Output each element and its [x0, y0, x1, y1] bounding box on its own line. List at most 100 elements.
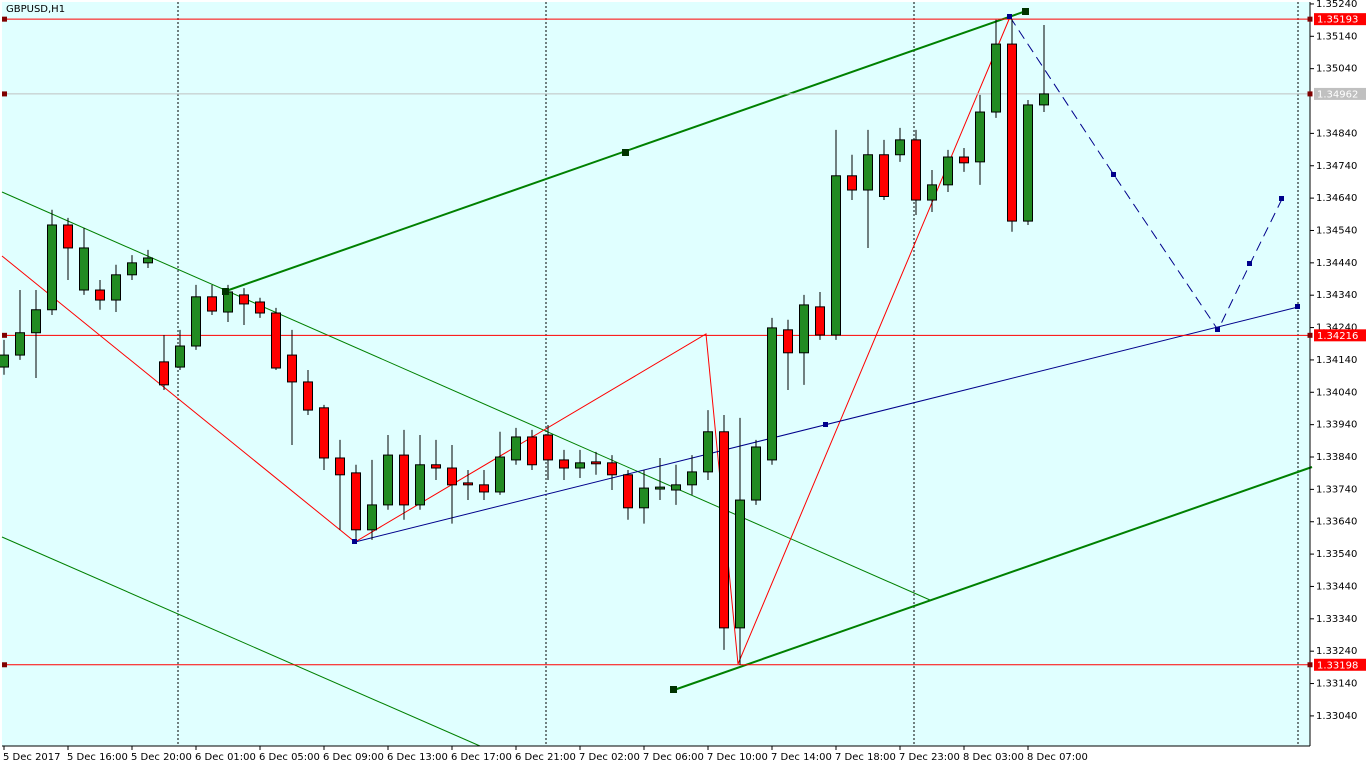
- x-tick-label: 7 Dec 14:00: [771, 752, 832, 763]
- level-label-bg: [1314, 13, 1366, 26]
- bull-body: [1023, 104, 1033, 222]
- x-tick-label: 6 Dec 21:00: [515, 752, 576, 763]
- x-tick-label: 6 Dec 13:00: [387, 752, 448, 763]
- bear-body: [399, 454, 409, 506]
- bull-body: [767, 327, 777, 461]
- bull-body: [31, 309, 41, 334]
- bull-body: [175, 345, 185, 368]
- bull-body: [751, 446, 761, 501]
- anchor: [1111, 172, 1116, 177]
- bull-body: [575, 462, 585, 469]
- y-tick-label: 1.34040: [1316, 387, 1357, 398]
- bear-body: [607, 462, 617, 476]
- level-label: 1.33198: [1317, 660, 1358, 671]
- bull-body: [927, 184, 937, 201]
- bull-body: [991, 43, 1001, 113]
- bull-body: [415, 464, 425, 506]
- bull-body: [367, 504, 377, 531]
- trend-line: [1, 536, 481, 747]
- x-tick-label: 5 Dec 20:00: [131, 752, 192, 763]
- bull-body: [975, 111, 985, 163]
- bear-body: [591, 461, 601, 465]
- bear-body: [351, 472, 361, 531]
- bear-body: [447, 467, 457, 486]
- x-tick-label: 7 Dec 06:00: [643, 752, 704, 763]
- bear-body: [527, 436, 537, 466]
- level-label-bg: [1314, 87, 1366, 100]
- level-label-bg: [1314, 658, 1366, 671]
- y-tick-label: 1.33740: [1316, 484, 1357, 495]
- bear-body: [239, 294, 249, 305]
- level-marker: [2, 332, 7, 338]
- y-tick-label: 1.35140: [1316, 31, 1357, 42]
- x-tick-label: 5 Dec 16:00: [67, 752, 128, 763]
- x-tick-label: 6 Dec 09:00: [323, 752, 384, 763]
- bear-body: [319, 407, 329, 459]
- level-marker: [1307, 16, 1313, 22]
- trend-line: [1, 191, 931, 601]
- y-tick-label: 1.33840: [1316, 452, 1357, 463]
- x-tick-label: 5 Dec 2017: [3, 752, 61, 763]
- bull-body: [383, 454, 393, 506]
- bull-body: [191, 296, 201, 347]
- bear-body: [623, 474, 633, 509]
- bear-body: [303, 381, 313, 411]
- bear-body: [335, 457, 345, 476]
- y-tick-label: 1.34740: [1316, 161, 1357, 172]
- bear-body: [95, 289, 105, 301]
- bull-body: [735, 499, 745, 629]
- y-tick-label: 1.35240: [1316, 0, 1357, 10]
- level-marker: [2, 91, 7, 97]
- bull-body: [143, 257, 153, 264]
- bull-body: [703, 431, 713, 473]
- plot-background: [2, 2, 1310, 746]
- bull-body: [127, 262, 137, 276]
- x-tick-label: 6 Dec 17:00: [451, 752, 512, 763]
- anchor: [1295, 304, 1300, 309]
- x-tick-label: 7 Dec 02:00: [579, 752, 640, 763]
- bear-body: [207, 296, 217, 312]
- anchor: [1007, 14, 1012, 19]
- y-tick-label: 1.34840: [1316, 128, 1357, 139]
- anchor: [823, 422, 828, 427]
- bull-body: [895, 139, 905, 156]
- y-tick-label: 1.33240: [1316, 646, 1357, 657]
- bear-body: [847, 175, 857, 191]
- bear-body: [271, 312, 281, 369]
- x-tick-label: 7 Dec 18:00: [835, 752, 896, 763]
- anchor: [670, 686, 677, 693]
- bear-body: [463, 482, 473, 486]
- y-tick-label: 1.33440: [1316, 581, 1357, 592]
- bull-body: [863, 154, 873, 191]
- bull-body: [47, 224, 57, 311]
- level-label-bg: [1314, 329, 1366, 342]
- bear-body: [879, 154, 889, 197]
- bull-body: [111, 274, 121, 301]
- anchor: [222, 288, 229, 295]
- anchor: [1022, 8, 1029, 15]
- x-tick-label: 7 Dec 10:00: [707, 752, 768, 763]
- bear-body: [783, 329, 793, 354]
- level-label: 1.34216: [1317, 331, 1358, 342]
- bear-body: [959, 156, 969, 164]
- bear-body: [543, 434, 553, 461]
- bull-body: [15, 332, 25, 356]
- bear-body: [719, 431, 729, 629]
- x-tick-label: 6 Dec 05:00: [259, 752, 320, 763]
- bear-body: [559, 459, 569, 469]
- level-label: 1.35193: [1317, 15, 1358, 26]
- chart-title: GBPUSD,H1: [6, 4, 65, 15]
- y-tick-label: 1.33540: [1316, 549, 1357, 560]
- y-tick-label: 1.34340: [1316, 290, 1357, 301]
- level-marker: [2, 662, 7, 668]
- y-tick-label: 1.33140: [1316, 679, 1357, 690]
- bull-body: [831, 175, 841, 336]
- anchor: [622, 149, 629, 156]
- bull-body: [671, 484, 681, 491]
- y-tick-label: 1.33940: [1316, 420, 1357, 431]
- y-tick-label: 1.35040: [1316, 64, 1357, 75]
- x-tick-label: 8 Dec 03:00: [963, 752, 1024, 763]
- bear-body: [1007, 43, 1017, 222]
- y-tick-label: 1.34540: [1316, 225, 1357, 236]
